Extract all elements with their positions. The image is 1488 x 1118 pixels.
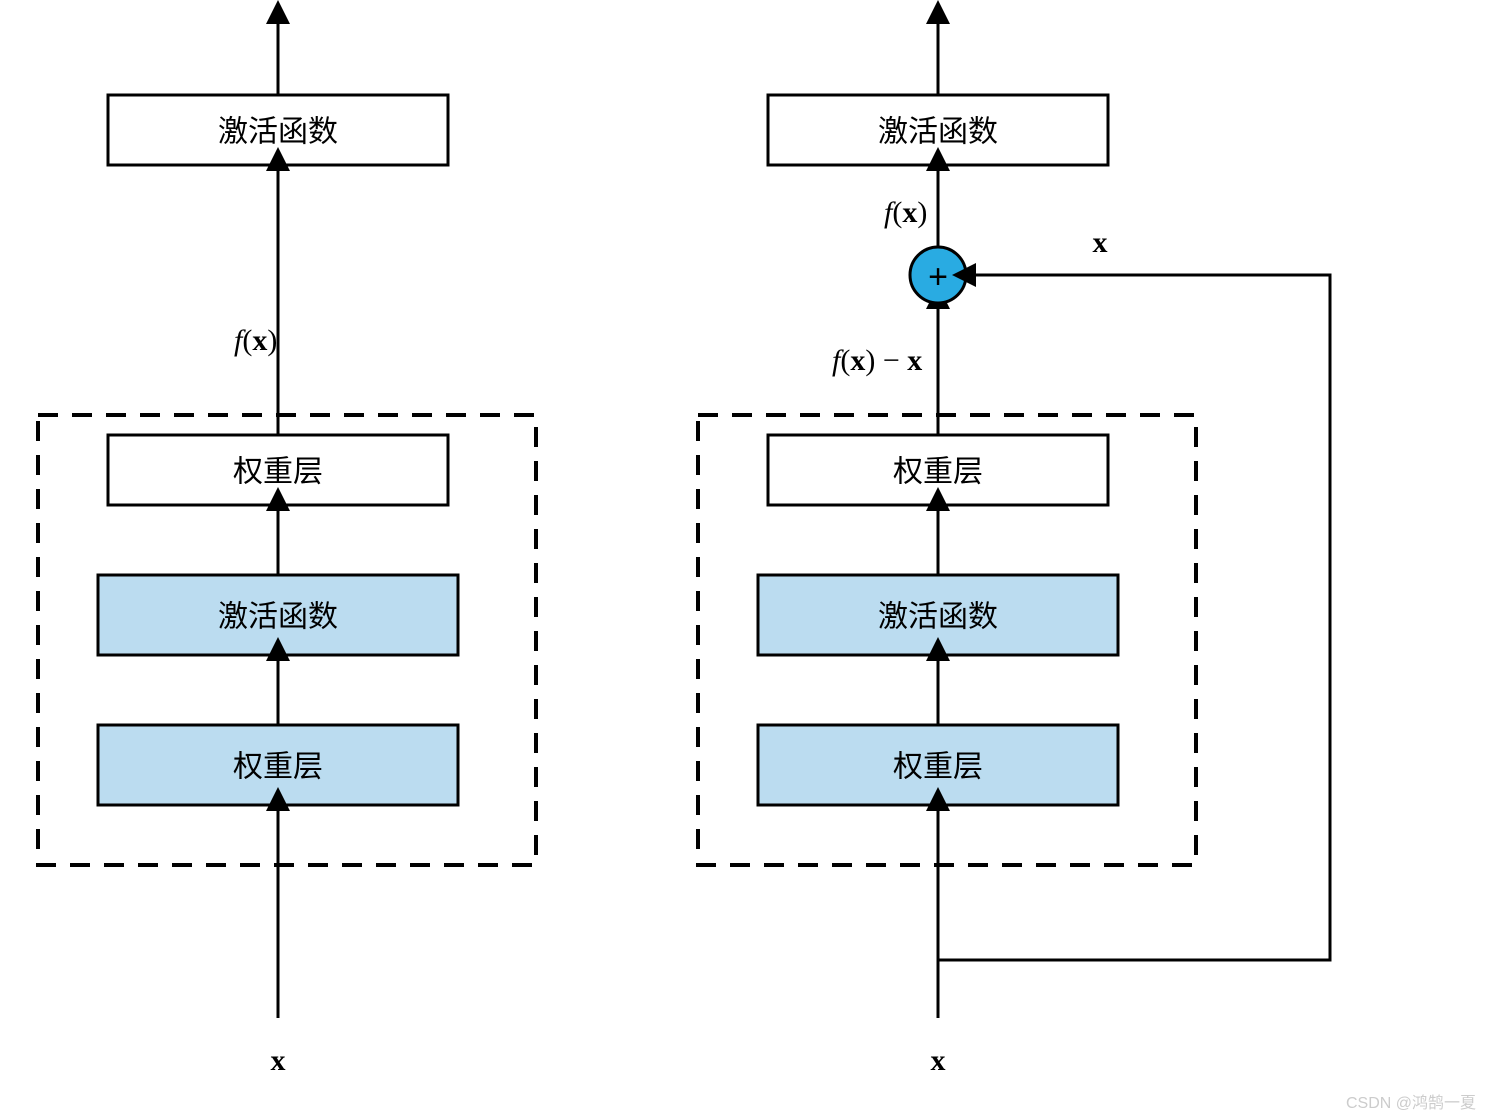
math-label: f(x) − x <box>832 344 922 377</box>
block-label: 激活函数 <box>218 116 338 149</box>
block-label: 激活函数 <box>878 116 998 149</box>
block-label: 激活函数 <box>878 601 998 634</box>
block-label: 权重层 <box>893 456 983 489</box>
math-label: x <box>1093 226 1108 259</box>
math-label: x <box>931 1044 946 1077</box>
math-label: f(x) <box>234 324 277 357</box>
block-label: 激活函数 <box>218 601 338 634</box>
plus-icon: + <box>928 258 948 296</box>
block-label: 权重层 <box>233 456 323 489</box>
math-label: f(x) <box>884 196 927 229</box>
block-label: 权重层 <box>893 751 983 784</box>
math-label: x <box>271 1044 286 1077</box>
watermark: CSDN @鸿鹄一夏 <box>1346 1094 1476 1112</box>
block-label: 权重层 <box>233 751 323 784</box>
